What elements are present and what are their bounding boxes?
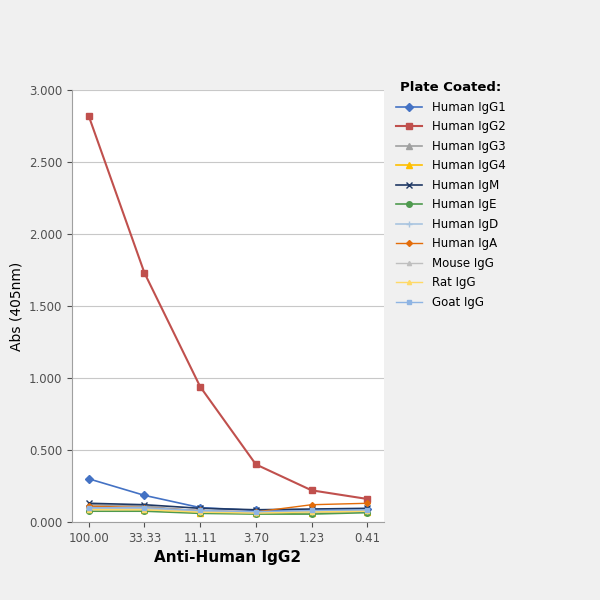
Rat IgG xyxy=(197,509,204,516)
Human IgG2 xyxy=(197,383,204,390)
Human IgD xyxy=(364,508,371,515)
Human IgG3 xyxy=(252,509,259,516)
Goat IgG xyxy=(197,507,204,514)
Line: Human IgM: Human IgM xyxy=(85,500,371,513)
Mouse IgG xyxy=(85,504,92,511)
Human IgG3 xyxy=(197,508,204,515)
Human IgG4 xyxy=(197,509,204,516)
Human IgE xyxy=(308,511,315,518)
Human IgG4 xyxy=(85,505,92,512)
Line: Human IgE: Human IgE xyxy=(86,508,370,517)
Mouse IgG xyxy=(252,509,259,516)
Rat IgG xyxy=(252,509,259,517)
Human IgA xyxy=(85,503,92,510)
Y-axis label: Abs (405nm): Abs (405nm) xyxy=(10,262,23,350)
Human IgG4 xyxy=(252,510,259,517)
Human IgG2 xyxy=(364,496,371,503)
Line: Human IgG2: Human IgG2 xyxy=(86,113,370,502)
Human IgE xyxy=(85,508,92,515)
Human IgD xyxy=(252,509,259,516)
Line: Human IgG1: Human IgG1 xyxy=(86,476,370,513)
Human IgM xyxy=(308,505,315,512)
Human IgG1 xyxy=(141,492,148,499)
Rat IgG xyxy=(85,506,92,514)
Rat IgG xyxy=(364,508,371,515)
Human IgM xyxy=(197,505,204,512)
Human IgG2 xyxy=(141,269,148,277)
Human IgG1 xyxy=(308,506,315,514)
Human IgA xyxy=(252,508,259,515)
Human IgG3 xyxy=(308,508,315,515)
Goat IgG xyxy=(252,508,259,515)
Human IgD xyxy=(85,505,92,512)
Human IgE xyxy=(252,511,259,518)
Human IgG2 xyxy=(252,461,259,468)
Human IgA xyxy=(308,501,315,508)
Line: Human IgA: Human IgA xyxy=(86,501,370,514)
Human IgG1 xyxy=(252,507,259,514)
Human IgD xyxy=(141,505,148,512)
Rat IgG xyxy=(308,508,315,515)
Human IgG3 xyxy=(141,503,148,510)
Human IgA xyxy=(364,500,371,507)
Goat IgG xyxy=(141,504,148,511)
Human IgM xyxy=(85,500,92,507)
Human IgE xyxy=(364,509,371,516)
Goat IgG xyxy=(85,504,92,511)
Line: Human IgG4: Human IgG4 xyxy=(86,506,370,516)
Human IgG4 xyxy=(308,509,315,516)
Human IgG4 xyxy=(141,506,148,514)
Human IgG3 xyxy=(85,501,92,508)
Human IgD xyxy=(197,508,204,515)
Human IgG2 xyxy=(85,112,92,119)
Human IgM xyxy=(141,501,148,508)
Human IgE xyxy=(197,510,204,517)
Mouse IgG xyxy=(308,508,315,515)
Line: Human IgG3: Human IgG3 xyxy=(86,502,370,515)
Line: Mouse IgG: Mouse IgG xyxy=(86,506,370,514)
Human IgG3 xyxy=(364,507,371,514)
Goat IgG xyxy=(308,507,315,514)
Human IgA xyxy=(197,507,204,514)
Rat IgG xyxy=(141,506,148,514)
Human IgM xyxy=(364,505,371,512)
Legend: Human IgG1, Human IgG2, Human IgG3, Human IgG4, Human IgM, Human IgE, Human IgD,: Human IgG1, Human IgG2, Human IgG3, Huma… xyxy=(397,82,506,309)
Line: Human IgD: Human IgD xyxy=(85,505,371,516)
Human IgG1 xyxy=(364,505,371,512)
Human IgE xyxy=(141,508,148,515)
Mouse IgG xyxy=(197,508,204,515)
Human IgM xyxy=(252,506,259,514)
Human IgG4 xyxy=(364,508,371,515)
Human IgD xyxy=(308,508,315,515)
Mouse IgG xyxy=(364,507,371,514)
Human IgG2 xyxy=(308,487,315,494)
Line: Rat IgG: Rat IgG xyxy=(86,508,370,515)
Goat IgG xyxy=(364,506,371,514)
Line: Goat IgG: Goat IgG xyxy=(86,506,370,514)
Mouse IgG xyxy=(141,505,148,512)
X-axis label: Anti-Human IgG2: Anti-Human IgG2 xyxy=(154,550,302,565)
Human IgG1 xyxy=(197,504,204,511)
Human IgG1 xyxy=(85,475,92,482)
Human IgA xyxy=(141,504,148,511)
